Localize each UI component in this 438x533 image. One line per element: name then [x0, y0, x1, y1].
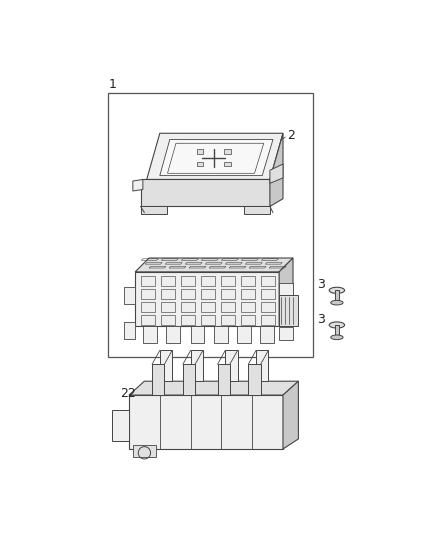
Ellipse shape [331, 301, 343, 305]
Bar [201, 289, 215, 299]
Text: 3: 3 [318, 278, 325, 292]
Bar [181, 289, 195, 299]
Polygon shape [248, 364, 261, 395]
Polygon shape [124, 287, 135, 304]
Polygon shape [279, 258, 293, 326]
Bar [161, 302, 175, 312]
Polygon shape [143, 326, 157, 343]
Polygon shape [133, 445, 156, 457]
Polygon shape [183, 364, 195, 395]
Polygon shape [283, 381, 298, 449]
Bar [141, 302, 155, 312]
Polygon shape [129, 395, 283, 449]
Polygon shape [141, 180, 270, 206]
Ellipse shape [331, 335, 343, 340]
Polygon shape [270, 164, 283, 183]
Bar [224, 161, 231, 166]
Bar [221, 276, 235, 286]
Bar [197, 161, 203, 166]
Bar [261, 289, 276, 299]
Ellipse shape [329, 287, 345, 294]
Bar [261, 302, 276, 312]
Polygon shape [335, 290, 339, 303]
Text: 22: 22 [120, 387, 135, 400]
Bar [141, 276, 155, 286]
Polygon shape [112, 410, 129, 441]
Bar [201, 276, 215, 286]
Bar [261, 276, 276, 286]
Bar [221, 289, 235, 299]
Bar [201, 302, 215, 312]
Polygon shape [279, 284, 293, 297]
Text: 3: 3 [318, 313, 325, 326]
Polygon shape [160, 140, 273, 175]
Bar [161, 289, 175, 299]
Bar [224, 149, 231, 154]
Bar [161, 315, 175, 325]
Polygon shape [279, 305, 293, 319]
Polygon shape [214, 326, 228, 343]
Polygon shape [160, 350, 172, 381]
Polygon shape [141, 206, 167, 214]
Polygon shape [218, 364, 230, 395]
Bar [241, 276, 255, 286]
Bar [261, 315, 276, 325]
Bar [181, 302, 195, 312]
Bar [181, 315, 195, 325]
Polygon shape [335, 325, 339, 337]
Polygon shape [133, 180, 143, 191]
Bar [241, 315, 255, 325]
Bar [161, 276, 175, 286]
Text: 1: 1 [108, 78, 116, 91]
Polygon shape [129, 381, 298, 395]
Polygon shape [135, 258, 293, 272]
Bar [241, 289, 255, 299]
Polygon shape [237, 326, 251, 343]
Bar [108, 93, 313, 357]
Text: 2: 2 [287, 129, 295, 142]
Polygon shape [152, 364, 164, 395]
Polygon shape [260, 326, 274, 343]
Polygon shape [147, 133, 283, 180]
Bar [141, 315, 155, 325]
Polygon shape [279, 295, 298, 326]
Polygon shape [256, 350, 268, 381]
Bar [241, 302, 255, 312]
Bar [221, 302, 235, 312]
Bar [181, 276, 195, 286]
Polygon shape [244, 206, 270, 214]
Bar [197, 149, 203, 154]
Polygon shape [135, 272, 279, 326]
Polygon shape [166, 326, 180, 343]
Polygon shape [270, 133, 283, 206]
Polygon shape [124, 322, 135, 339]
Bar [201, 315, 215, 325]
Polygon shape [279, 327, 293, 341]
Polygon shape [191, 326, 205, 343]
Ellipse shape [329, 322, 345, 328]
Polygon shape [191, 350, 203, 381]
Bar [221, 315, 235, 325]
Bar [141, 289, 155, 299]
Polygon shape [225, 350, 237, 381]
